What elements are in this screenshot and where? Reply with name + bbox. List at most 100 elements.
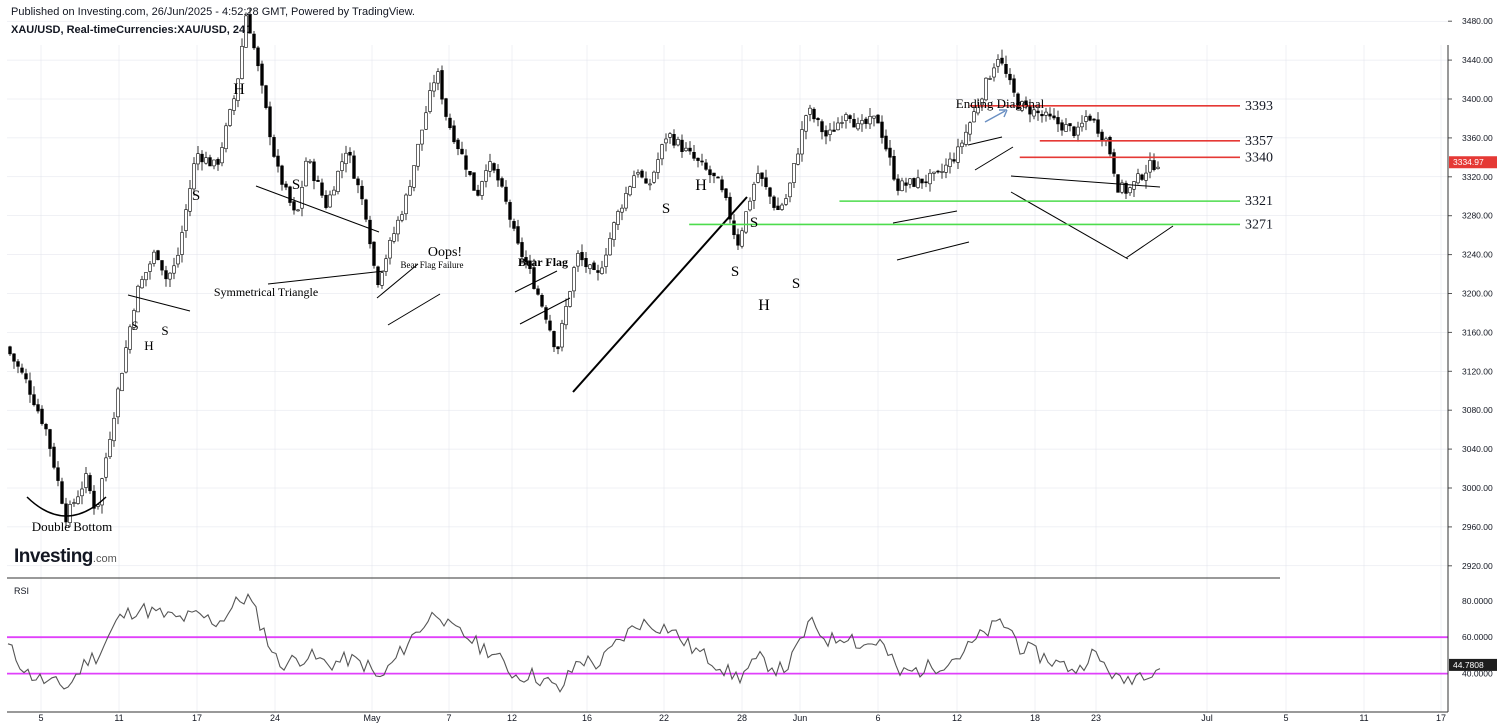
candle-body [344,152,348,165]
candle-body [460,148,464,155]
candle-body [828,129,832,135]
candle-body [532,267,536,289]
candle-body [1136,173,1140,184]
candle-body [356,178,360,186]
candle-body [704,162,708,170]
candle-body [156,250,160,261]
annotation: S [750,215,758,231]
x-tick-label: 12 [507,713,517,723]
wedge-lower [1010,191,1129,260]
annotation: Bear Flag Failure [401,260,464,270]
y-tick-label: 3400.00 [1462,94,1493,104]
candle-body [272,137,276,157]
candle-body [572,267,576,292]
candle-body [664,138,668,144]
x-tick-label: Jul [1201,713,1213,723]
candle-body [172,265,176,274]
candle-body [1080,122,1084,128]
candle-body [192,163,196,190]
candle-body [264,85,268,108]
candle-body [20,367,24,373]
candle-body [400,214,404,221]
candle-body [736,234,740,246]
candle-body [752,183,756,201]
published-line: Published on Investing.com, 26/Jun/2025 … [11,6,415,18]
candle-body [424,112,428,130]
candle-body [208,157,212,167]
x-tick-label: 18 [1030,713,1040,723]
rsi-badge-label: 44.7808 [1453,660,1484,670]
candle-body [300,187,304,209]
x-tick-label: 16 [582,713,592,723]
candle-body [808,107,812,115]
candle-body [856,123,860,130]
candle-body [592,262,596,270]
bear-flag-lower [519,297,571,325]
candle-body [1056,117,1060,125]
candle-body [248,14,252,34]
candle-body [788,182,792,198]
x-tick-label: 5 [38,713,43,723]
x-tick-label: 5 [1283,713,1288,723]
price-badge [1449,156,1497,169]
triangle-lower [267,270,385,285]
candle-body [320,182,324,196]
candle-body [952,159,956,162]
annotation: S [731,264,739,280]
candle-body [948,158,952,167]
annotation: Oops! [428,245,462,260]
candle-body [176,254,180,265]
candle-body [712,172,716,177]
candle-body [280,165,284,185]
candle-body [316,179,320,182]
candle-body [1148,160,1152,173]
candle-body [92,490,96,509]
candle-body [108,439,112,458]
annotation: Bear Flag [518,255,568,269]
candle-body [548,320,552,331]
candle-body [88,475,92,492]
candle-body [352,155,356,179]
candle-body [732,220,736,236]
candle-body [56,467,60,481]
x-tick-label: 22 [659,713,669,723]
candle-body [504,186,508,202]
candle-body [112,417,116,442]
candle-body [448,117,452,128]
y-tick-label: 3120.00 [1462,366,1493,376]
candle-body [688,147,692,152]
candle-body [80,488,84,497]
candle-body [236,78,240,101]
candle-body [640,170,644,178]
candle-body [864,118,868,124]
candle-body [348,151,352,156]
x-tick-label: 28 [737,713,747,723]
candle-body [120,373,124,392]
candle-body [776,205,780,211]
candle-body [140,279,144,289]
diagonal-arrow-shaft [984,110,1006,123]
candle-body [168,272,172,280]
candle-body [596,270,600,273]
candle-body [860,120,864,125]
candle-body [1096,119,1100,134]
candle-body [516,226,520,244]
level-label-3393: 3393 [1245,99,1273,114]
candle-body [1036,110,1040,114]
candle-body [1040,114,1044,117]
candle-body [328,194,332,208]
candle-body [1024,100,1028,106]
candle-body [452,125,456,143]
candle-body [492,163,496,171]
candle-body [656,159,660,173]
candle-body [480,181,484,196]
candle-body [288,186,292,203]
rsi-tick-label: 80.0000 [1462,596,1493,606]
candle-body [920,178,924,184]
x-tick-label: 17 [192,713,202,723]
x-tick-label: May [363,713,381,723]
candle-body [416,143,420,167]
candle-body [200,153,204,163]
